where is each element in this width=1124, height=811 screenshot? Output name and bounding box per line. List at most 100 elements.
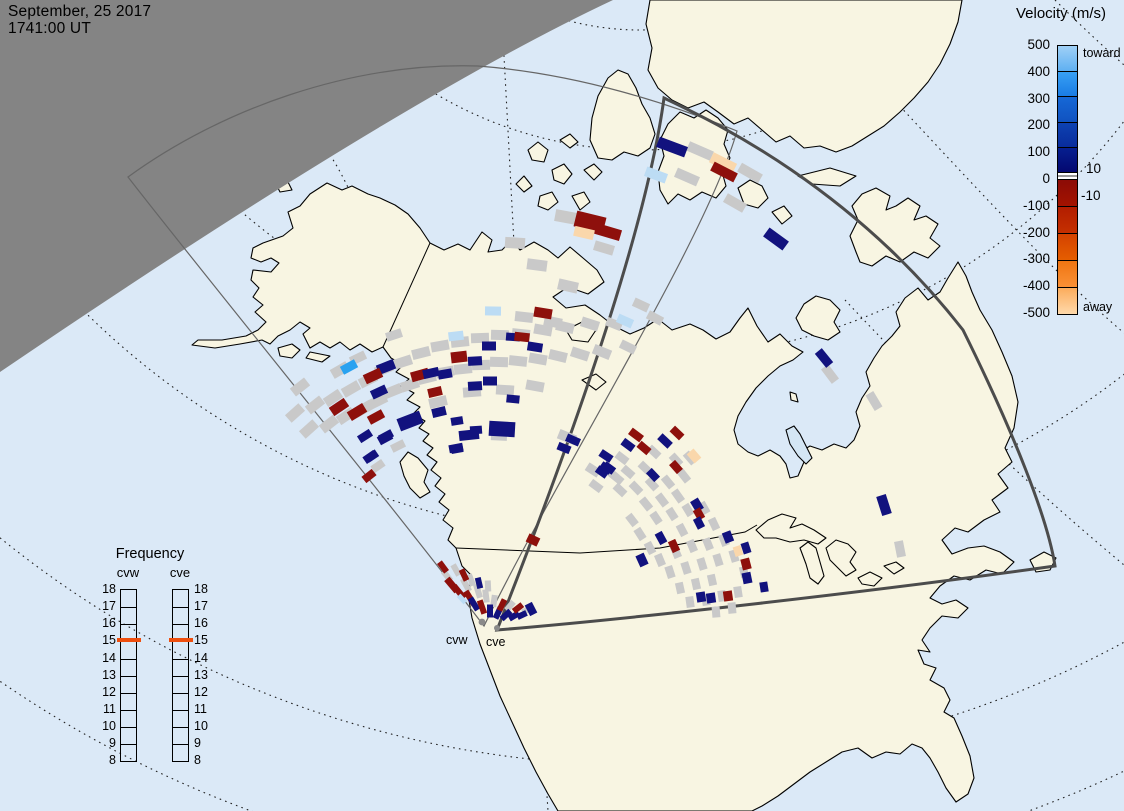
data-cell-g — [555, 319, 575, 335]
data-cell-g — [668, 452, 684, 468]
data-cell-g — [470, 332, 490, 344]
data-cell-g — [484, 580, 492, 592]
frequency-tick-label: 10 — [102, 719, 116, 734]
data-cell-g — [318, 414, 340, 434]
data-cell-lb — [615, 313, 635, 329]
data-cell-g — [660, 474, 676, 490]
velocity-colorbar-segment — [1058, 146, 1077, 172]
data-cell-g — [612, 482, 628, 498]
data-cell-n — [356, 428, 374, 444]
data-cell-g — [389, 439, 407, 453]
data-cell-g — [718, 532, 730, 548]
frequency-segment — [121, 590, 136, 607]
data-cell-n — [598, 461, 614, 475]
data-cell-g — [674, 581, 686, 595]
data-cell-n — [705, 592, 717, 604]
frequency-tick-label: 17 — [194, 599, 208, 614]
data-cell-g — [620, 464, 636, 480]
data-cell-lb — [456, 593, 468, 605]
velocity-colorbar-segment — [1058, 46, 1077, 72]
data-cell-r — [511, 602, 525, 614]
velocity-colorbar-segment — [1058, 232, 1077, 260]
data-cell-r — [346, 403, 368, 421]
data-cell-g — [322, 388, 344, 408]
data-cell-n — [598, 449, 614, 463]
frequency-tick-label: 14 — [194, 650, 208, 665]
borders — [382, 242, 758, 554]
velocity-tick-label: 400 — [1027, 63, 1050, 79]
frequency-segment — [121, 709, 136, 727]
lake-winnipeg — [785, 425, 813, 465]
frequency-tick-label: 16 — [194, 616, 208, 631]
data-cell-r — [458, 568, 470, 582]
velocity-colorbar — [1057, 45, 1078, 315]
data-cell-r — [740, 557, 752, 571]
data-cell-g — [554, 209, 578, 225]
data-cell-r — [437, 560, 449, 574]
velocity-tick-label: 300 — [1027, 90, 1050, 106]
data-cell-r — [533, 306, 553, 320]
frequency-tick-label: 17 — [102, 599, 116, 614]
data-cell-n — [450, 416, 464, 426]
data-cell-n — [814, 348, 834, 368]
data-cell-g — [654, 552, 666, 568]
data-cell-r — [366, 409, 386, 425]
frequency-segment — [173, 727, 188, 744]
data-cell-g — [894, 540, 906, 558]
data-cell-g — [618, 339, 638, 355]
frequency-column-cve — [172, 589, 189, 763]
data-cell-g — [644, 476, 660, 492]
data-cell-n — [620, 437, 636, 453]
velocity-tick-label: 200 — [1027, 117, 1050, 133]
data-cell-n — [721, 530, 735, 544]
data-cell-n — [516, 610, 528, 620]
data-cell-r — [525, 533, 541, 547]
frequency-segment — [173, 590, 188, 607]
data-cell-r — [692, 507, 706, 521]
data-cell-g — [820, 364, 840, 384]
fov-outline-cve — [494, 95, 1057, 632]
data-cell-n — [645, 467, 661, 483]
data-cell-g — [284, 403, 306, 423]
terminator-shadow — [0, 0, 613, 372]
data-cell-g — [727, 602, 737, 614]
velocity-colorbar-segment — [1058, 71, 1077, 97]
ground-scatter-line — [1058, 174, 1077, 177]
frequency-tick-label: 10 — [194, 719, 208, 734]
data-cell-g — [289, 377, 311, 397]
velocity-tick-label: -300 — [1022, 251, 1050, 267]
frequency-segment — [121, 692, 136, 710]
frequency-tick-label: 9 — [194, 736, 201, 751]
data-cell-n — [635, 552, 649, 568]
data-cell-r — [476, 599, 488, 615]
data-cell-n — [763, 227, 789, 251]
data-cell-g — [504, 236, 526, 250]
data-cell-r — [427, 386, 443, 398]
data-cell-g — [548, 348, 568, 364]
frequency-tick-label: 12 — [194, 684, 208, 699]
data-cell-n — [448, 442, 464, 454]
data-cell-r — [710, 161, 738, 183]
velocity-colorbar-segment — [1058, 259, 1077, 287]
away-label: away — [1083, 300, 1113, 314]
frequency-tick-label: 15 — [194, 633, 208, 648]
frequency-marker-cve — [168, 638, 193, 643]
frequency-segment — [121, 641, 136, 658]
mainland-coastline — [191, 182, 1019, 811]
site-label-cve: cve — [486, 635, 506, 649]
toward-label: toward — [1083, 46, 1121, 60]
frequency-segment — [121, 675, 136, 693]
frequency-segment — [121, 658, 136, 676]
data-cell-n — [657, 433, 673, 449]
data-cell-r — [328, 397, 350, 417]
data-cell-n — [741, 571, 753, 585]
frequency-segment — [121, 727, 136, 744]
data-cell-n — [474, 576, 484, 590]
frequency-tick-label: 18 — [194, 582, 208, 596]
data-cell-r — [636, 440, 652, 456]
data-cell-n — [564, 433, 582, 447]
data-cell-n — [467, 381, 483, 391]
frequency-tick-label: 14 — [102, 650, 116, 665]
data-cell-r — [361, 468, 377, 484]
